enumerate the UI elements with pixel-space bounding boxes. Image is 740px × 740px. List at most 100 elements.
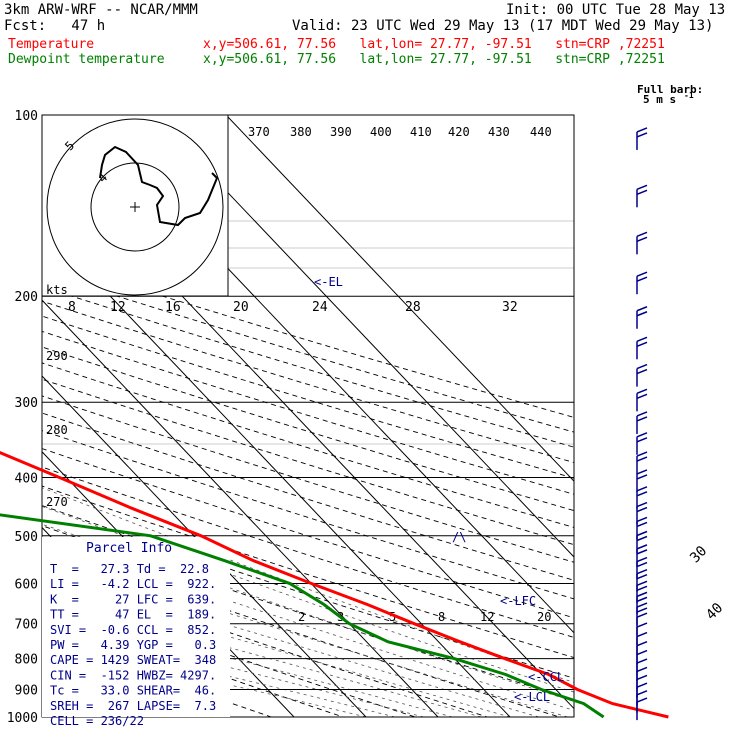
theta-e-label: 430 xyxy=(488,125,510,139)
parcel-info-panel: Parcel Info T = 27.3 Td = 22.8LI = -4.2 … xyxy=(42,537,230,728)
barb-flag xyxy=(636,535,648,542)
dry-adiabat xyxy=(42,448,574,619)
isotherm xyxy=(153,115,574,558)
dewpoint-legend: Dewpoint temperature xyxy=(8,52,165,67)
dry-adiabat xyxy=(42,271,574,433)
pressure-label-700: 700 xyxy=(15,618,38,633)
barb-flag xyxy=(636,474,648,480)
wind-barb xyxy=(636,697,648,721)
barb-flag xyxy=(636,311,648,317)
theta-e-label: 440 xyxy=(530,125,552,139)
dewpoint-profile xyxy=(0,513,605,719)
axis-corner-label-30: 30 xyxy=(687,543,710,566)
barb-flag xyxy=(636,682,648,688)
barb-flag xyxy=(636,622,648,628)
barb-flag xyxy=(636,674,648,681)
barb-flag xyxy=(636,607,648,613)
dry-adiabat xyxy=(42,485,574,659)
barb-flag xyxy=(636,388,648,395)
parcel-info-row: Tc = 33.0 SHEAR= 46. xyxy=(50,684,216,698)
mixing-ratio-label: 12 xyxy=(480,610,494,624)
parcel-info-rows: T = 27.3 Td = 22.8LI = -4.2 LCL = 922.K … xyxy=(50,562,216,728)
barb-key: Full barb: 5 m s -1 xyxy=(637,83,703,106)
theta-e-label: 390 xyxy=(330,125,352,139)
wind-barb xyxy=(636,411,648,434)
speed-label: 24 xyxy=(312,300,328,315)
level-markers: <-EL <-LFC <-CCL <-LCL /\ xyxy=(314,275,564,704)
barb-flag xyxy=(636,585,648,591)
parcel-info-row: CIN = -152 HWBZ= 4297. xyxy=(50,668,216,682)
moist-adiabat xyxy=(42,636,395,717)
ccl-marker: <-CCL xyxy=(528,670,564,684)
parcel-marker: /\ xyxy=(452,530,466,544)
barb-flag xyxy=(636,516,648,523)
pressure-label-1000: 1000 xyxy=(7,711,38,726)
wind-barb xyxy=(636,127,648,150)
barb-flag xyxy=(636,641,648,647)
barb-flag xyxy=(636,411,648,417)
hodograph-ring-outer xyxy=(46,118,224,296)
barb-flag xyxy=(636,556,648,563)
barb-key-value: 5 m s xyxy=(643,93,676,106)
barb-flag xyxy=(636,658,648,664)
isotherm xyxy=(0,115,6,717)
wind-barb xyxy=(636,306,648,329)
parcel-info-row: LI = -4.2 LCL = 922. xyxy=(50,577,216,591)
temperature-station-info: x,y=506.61, 77.56 lat,lon= 27.77, -97.51… xyxy=(203,37,665,52)
barb-key-title: Full barb: xyxy=(637,83,703,96)
barb-flag xyxy=(636,602,648,608)
wind-barb xyxy=(636,336,648,360)
parcel-info-row: SVI = -0.6 CCL = 852. xyxy=(50,623,216,637)
parcel-info-row: PW = 4.39 YGP = 0.3 xyxy=(50,638,216,652)
barb-flag xyxy=(636,437,648,443)
speed-label: 28 xyxy=(405,300,421,315)
barb-flag xyxy=(636,132,648,138)
pressure-label-100: 100 xyxy=(15,109,38,124)
pressure-label-200: 200 xyxy=(15,290,38,305)
barb-flag xyxy=(636,544,648,550)
barb-flag xyxy=(636,231,648,238)
temperature-profile xyxy=(0,451,669,719)
el-marker: <-EL xyxy=(314,275,343,289)
theta-e-label: 410 xyxy=(410,125,432,139)
barb-flag xyxy=(636,236,648,243)
wind-barb xyxy=(636,363,648,387)
barb-flag xyxy=(636,569,648,575)
speed-label: 20 xyxy=(233,300,249,315)
parcel-info-title: Parcel Info xyxy=(86,541,172,556)
barb-flag xyxy=(636,549,648,555)
parcel-info-row: T = 27.3 Td = 22.8 xyxy=(50,562,209,576)
parcel-info-row: CELL = 236/22 xyxy=(50,714,144,728)
barb-flag xyxy=(636,432,648,438)
isotherm xyxy=(42,375,367,717)
barb-flag xyxy=(636,189,648,196)
mixing-ratio-label: 2 xyxy=(298,610,305,624)
pressure-axis-labels: 100 200 300 400 500 600 700 800 900 1000 xyxy=(7,109,38,726)
hodograph: 5 4 kts xyxy=(41,114,229,297)
wind-barbs xyxy=(636,127,648,721)
barb-flag xyxy=(636,271,648,277)
lfc-marker: <-LFC xyxy=(500,594,536,608)
init-time: Init: 00 UTC Tue 28 May 13 xyxy=(506,2,726,18)
barb-flag xyxy=(636,486,648,492)
barb-flag xyxy=(636,697,648,703)
plot-frame xyxy=(41,114,575,718)
dry-adiabat xyxy=(42,525,574,701)
barb-flag xyxy=(636,591,648,598)
parcel-info-row: CAPE = 1429 SWEAT= 348 xyxy=(50,653,216,667)
barb-flag xyxy=(636,501,648,508)
theta-label: 270 xyxy=(46,495,68,509)
theta-e-label: 400 xyxy=(370,125,392,139)
wind-barb xyxy=(636,451,648,475)
wind-barb xyxy=(636,271,648,295)
wind-barb xyxy=(636,388,648,412)
barb-flag xyxy=(636,368,648,375)
barb-key-exponent: -1 xyxy=(684,91,694,100)
barb-flag xyxy=(636,363,648,370)
barb-flag xyxy=(636,612,648,618)
wind-barb xyxy=(636,516,648,540)
barb-flag xyxy=(636,580,648,586)
theta-e-label: 420 xyxy=(448,125,470,139)
barb-flag xyxy=(636,451,648,457)
